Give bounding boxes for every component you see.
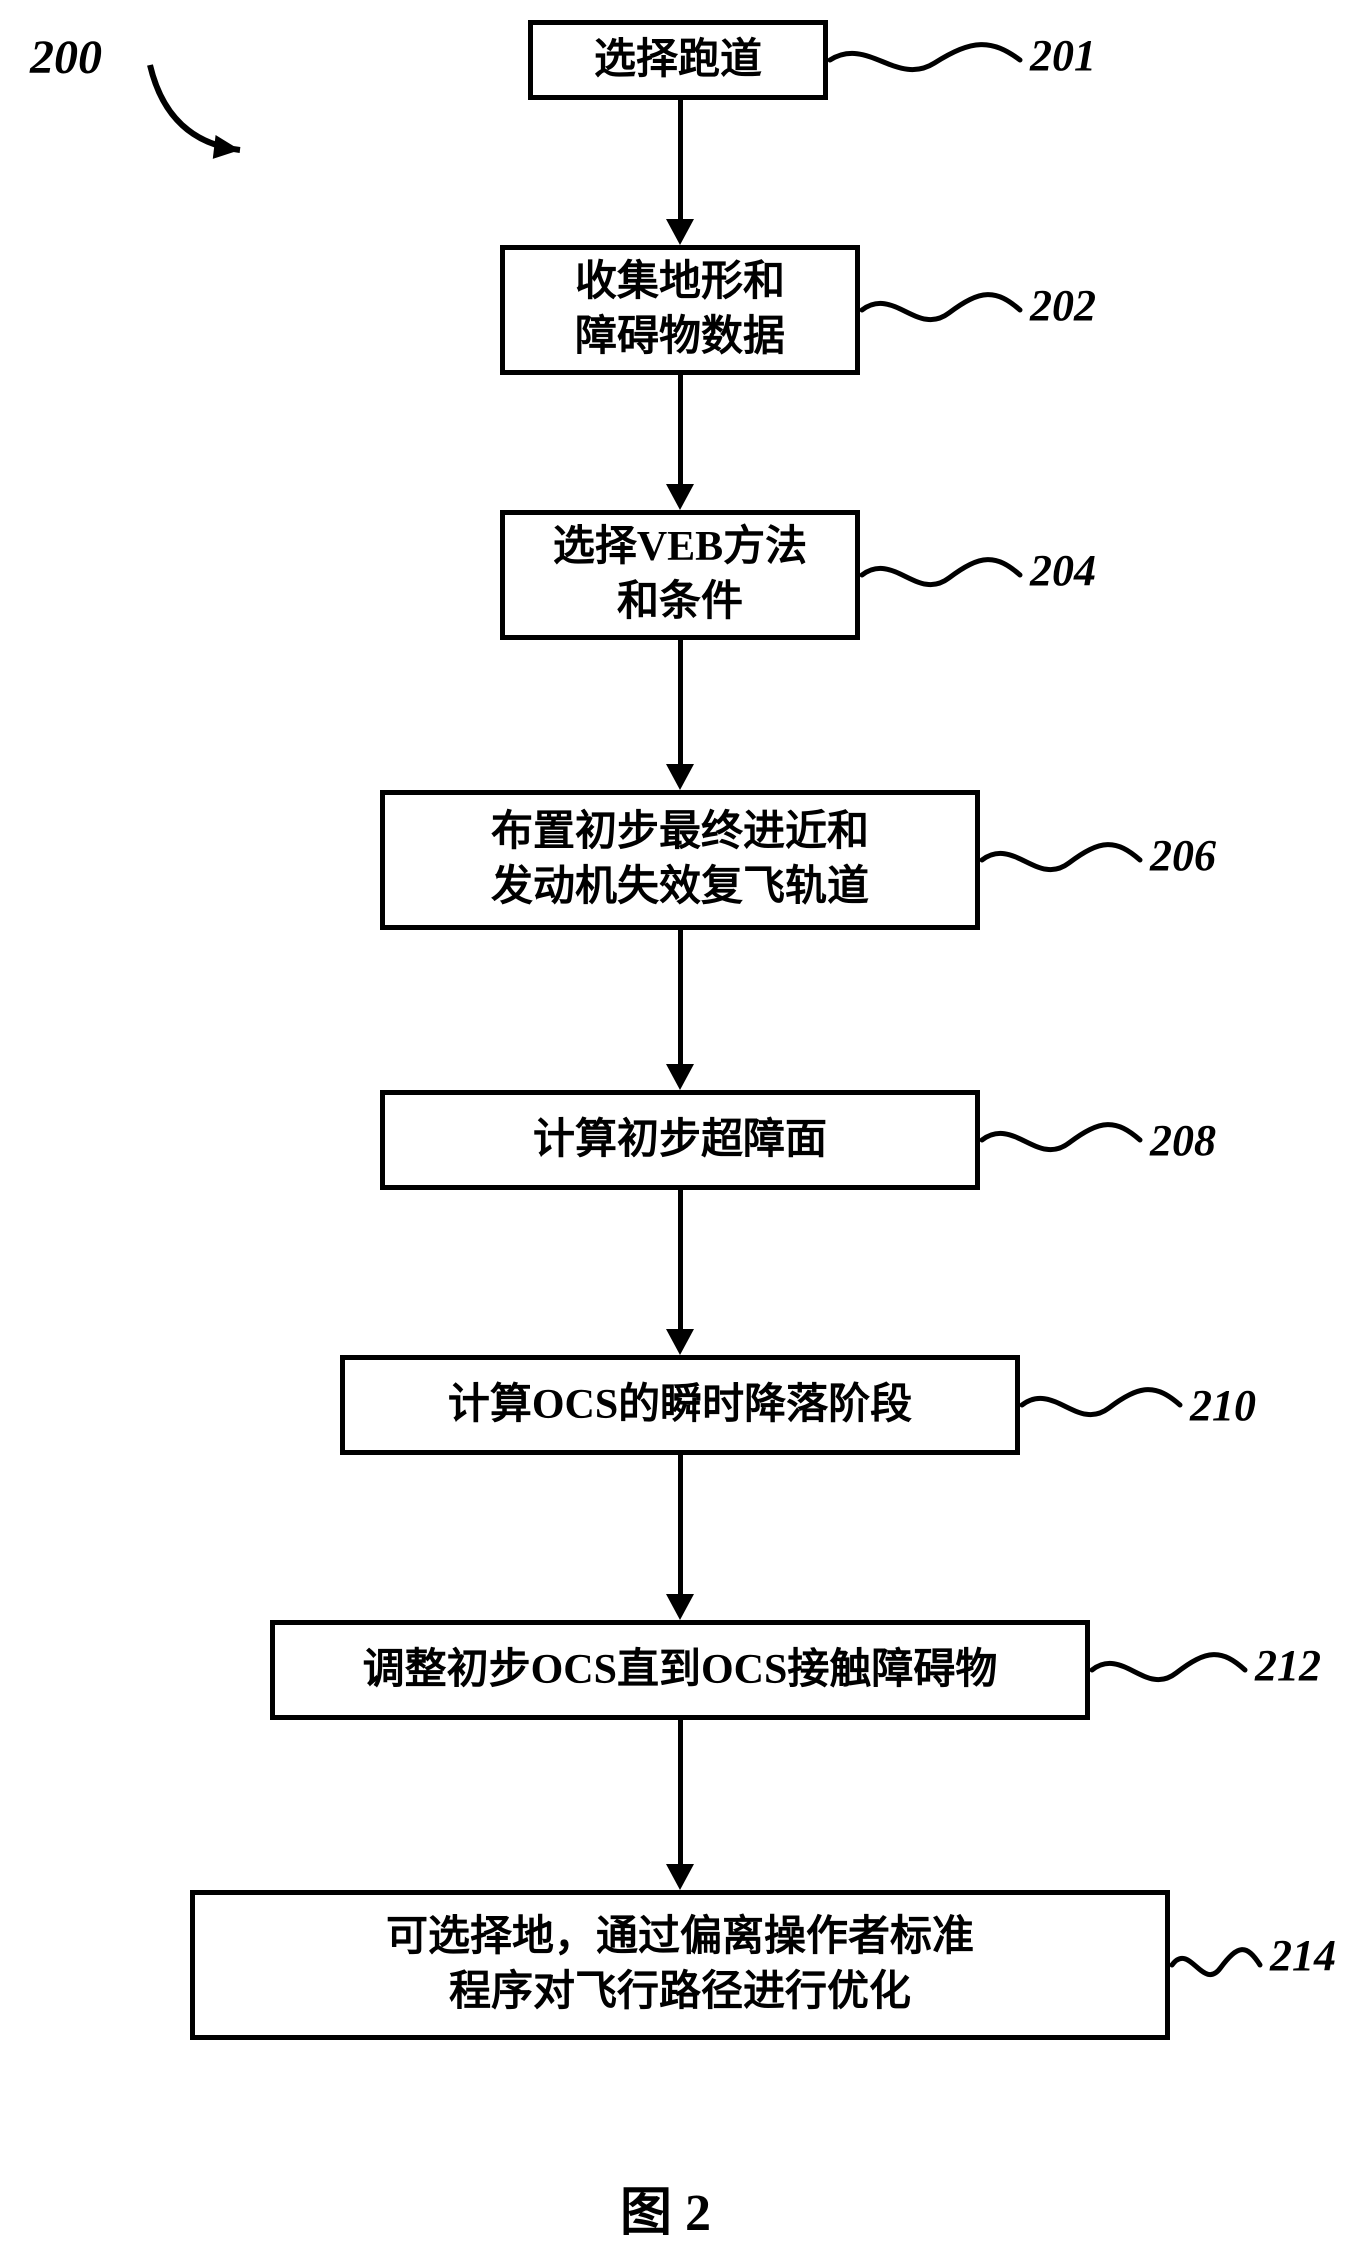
step-text: 计算初步超障面	[533, 1113, 827, 1168]
step-label-212: 212	[1255, 1640, 1321, 1691]
step-text: 计算OCS的瞬时降落阶段	[448, 1378, 912, 1433]
step-connector-214	[1167, 1925, 1265, 2005]
flow-arrow-head-1	[666, 484, 694, 510]
step-box-210: 计算OCS的瞬时降落阶段	[340, 1355, 1020, 1455]
step-connector-212	[1087, 1630, 1250, 1710]
step-text: 可选择地，通过偏离操作者标准 程序对飞行路径进行优化	[386, 1910, 974, 2019]
step-label-204: 204	[1030, 545, 1096, 596]
figure-canvas: 200 图 2 选择跑道 201 收集地形和 障碍物数据 202 选择VEB方法 和条件…	[0, 0, 1365, 2264]
flow-arrow-5	[678, 1455, 683, 1594]
step-box-206: 布置初步最终进近和 发动机失效复飞轨道	[380, 790, 980, 930]
step-label-202: 202	[1030, 280, 1096, 331]
step-label-214: 214	[1270, 1930, 1336, 1981]
step-text: 选择VEB方法 和条件	[553, 520, 807, 629]
flow-arrow-head-2	[666, 764, 694, 790]
step-connector-210	[1017, 1365, 1185, 1445]
flow-arrow-4	[678, 1190, 683, 1329]
flow-arrow-head-5	[666, 1594, 694, 1620]
step-connector-206	[977, 820, 1145, 900]
step-box-212: 调整初步OCS直到OCS接触障碍物	[270, 1620, 1090, 1720]
step-text: 布置初步最终进近和 发动机失效复飞轨道	[491, 805, 869, 914]
flow-arrow-1	[678, 375, 683, 484]
step-box-208: 计算初步超障面	[380, 1090, 980, 1190]
flow-arrow-head-4	[666, 1329, 694, 1355]
figure-number-arrow	[120, 35, 270, 180]
step-label-206: 206	[1150, 830, 1216, 881]
flow-arrow-head-3	[666, 1064, 694, 1090]
step-box-202: 收集地形和 障碍物数据	[500, 245, 860, 375]
step-box-214: 可选择地，通过偏离操作者标准 程序对飞行路径进行优化	[190, 1890, 1170, 2040]
figure-number: 200	[30, 30, 102, 85]
step-box-201: 选择跑道	[528, 20, 828, 100]
flow-arrow-head-6	[666, 1864, 694, 1890]
step-text: 选择跑道	[594, 33, 762, 88]
step-label-208: 208	[1150, 1115, 1216, 1166]
step-connector-202	[857, 270, 1025, 350]
flow-arrow-3	[678, 930, 683, 1064]
flow-arrow-2	[678, 640, 683, 764]
step-label-201: 201	[1030, 30, 1096, 81]
flow-arrow-0	[678, 100, 683, 219]
flow-arrow-6	[678, 1720, 683, 1864]
step-label-210: 210	[1190, 1380, 1256, 1431]
step-box-204: 选择VEB方法 和条件	[500, 510, 860, 640]
step-text: 调整初步OCS直到OCS接触障碍物	[363, 1643, 998, 1698]
flow-arrow-head-0	[666, 219, 694, 245]
step-connector-208	[977, 1100, 1145, 1180]
step-connector-201	[825, 20, 1025, 100]
step-connector-204	[857, 535, 1025, 615]
figure-caption: 图 2	[620, 2170, 711, 2245]
step-text: 收集地形和 障碍物数据	[575, 255, 785, 364]
